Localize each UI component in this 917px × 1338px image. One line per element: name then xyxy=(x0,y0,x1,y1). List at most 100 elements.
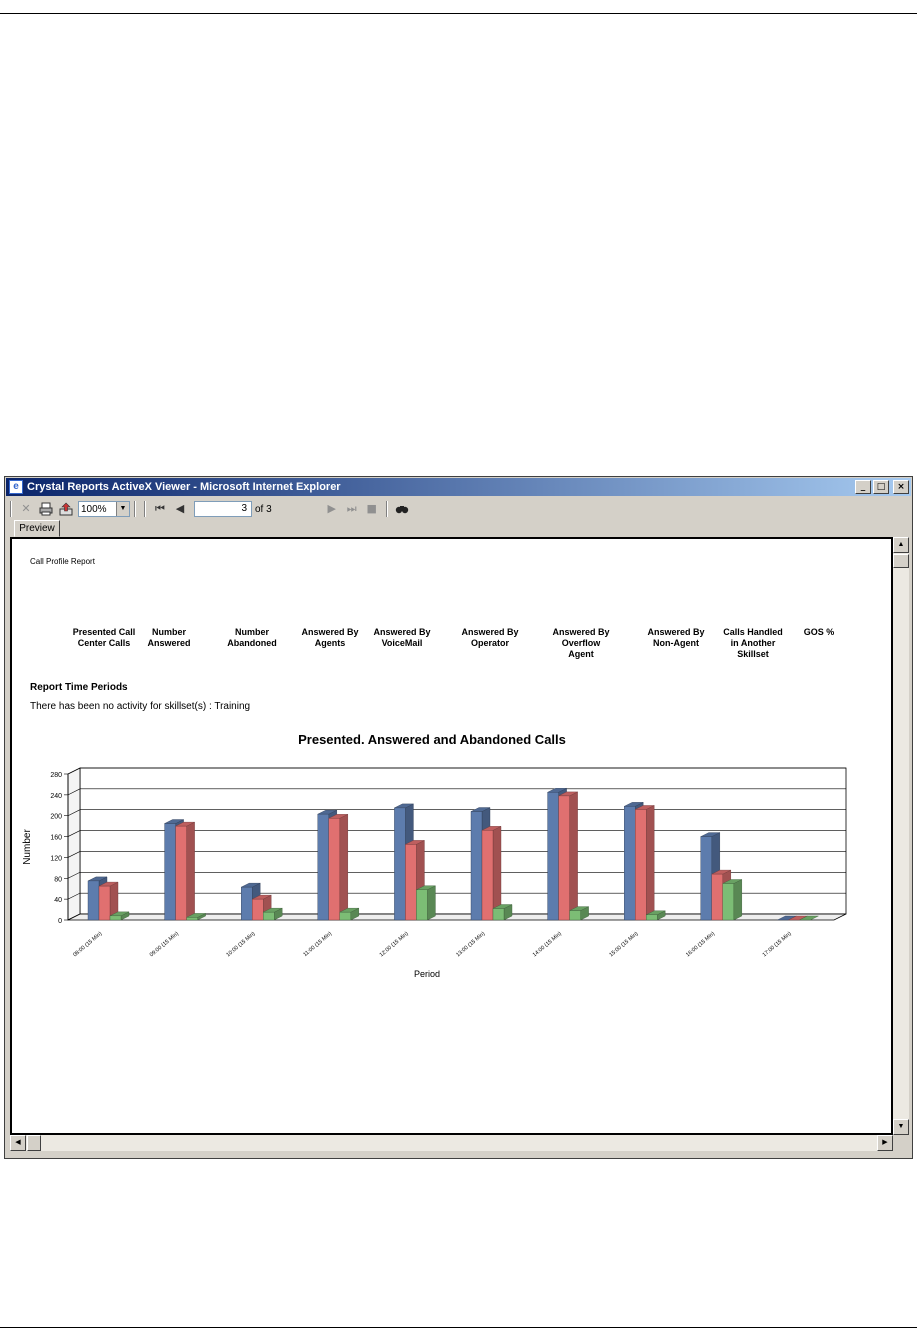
window-title: Crystal Reports ActiveX Viewer - Microso… xyxy=(27,481,341,493)
bar-side xyxy=(569,791,578,921)
scroll-down-button[interactable]: ▼ xyxy=(893,1119,909,1135)
y-gridline xyxy=(67,767,846,775)
y-gridline xyxy=(67,830,846,837)
column-header-gos: GOS % xyxy=(803,627,835,637)
next-page-icon[interactable]: ▶ xyxy=(327,502,336,515)
bar xyxy=(470,811,483,921)
column-header-other-skillset: Calls Handled in Another Skillset xyxy=(723,627,783,659)
bar xyxy=(635,809,647,921)
y-tick-label: 40 xyxy=(54,897,62,904)
tab-preview[interactable]: Preview xyxy=(14,520,60,537)
scroll-up-button[interactable]: ▲ xyxy=(893,537,909,553)
horizontal-scrollbar[interactable]: ◀ ▶ xyxy=(10,1135,893,1151)
report-viewport: Call Profile Report Presented Call Center… xyxy=(10,537,893,1135)
bar-side xyxy=(646,805,655,921)
zoom-select[interactable]: 100% ▼ xyxy=(78,501,130,517)
vertical-scrollbar[interactable]: ▲ ▼ xyxy=(893,537,909,1135)
y-gridline xyxy=(67,871,846,879)
viewer-toolbar: ✕ 100% ▼ ⏮ ◀ 3 of 3 ▶ ⏭ ■ xyxy=(6,498,911,520)
first-page-icon[interactable]: ⏮ xyxy=(155,502,165,515)
chart-side-wall xyxy=(67,767,81,921)
column-header-presented: Presented Call Center Calls xyxy=(72,627,136,648)
toolbar-separator xyxy=(385,501,388,517)
bar xyxy=(547,792,559,921)
x-tick-label: 14:00 (15 Min) xyxy=(532,931,563,958)
bar xyxy=(394,807,406,921)
bar xyxy=(416,889,428,921)
y-tick-label: 280 xyxy=(50,772,62,779)
y-tick-label: 0 xyxy=(58,918,62,925)
zoom-value: 100% xyxy=(81,503,107,515)
x-tick-label: 16:00 (15 Min) xyxy=(685,931,716,958)
close-report-icon[interactable]: ✕ xyxy=(21,502,31,515)
bar xyxy=(328,818,340,921)
bar xyxy=(711,873,723,921)
x-tick-label: 13:00 (15 Min) xyxy=(455,931,486,958)
y-axis-label: Number xyxy=(22,829,33,865)
minimize-button[interactable]: _ xyxy=(855,480,871,494)
bar xyxy=(492,908,505,921)
chart-title: Presented. Answered and Abandoned Calls xyxy=(298,732,566,747)
bar xyxy=(87,880,100,921)
y-gridline xyxy=(67,809,846,816)
bar xyxy=(186,917,198,921)
maximize-button[interactable]: □ xyxy=(873,480,889,494)
x-tick-label: 12:00 (15 Min) xyxy=(379,931,410,958)
tab-strip: Preview xyxy=(6,520,911,537)
toolbar-separator xyxy=(134,501,136,517)
y-tick-label: 200 xyxy=(50,814,62,821)
export-icon[interactable] xyxy=(58,501,74,517)
y-tick-label: 80 xyxy=(54,876,62,883)
bar-side xyxy=(186,821,195,921)
x-axis-label: Period xyxy=(414,969,440,979)
y-gridline xyxy=(67,892,846,900)
print-icon[interactable] xyxy=(38,501,54,517)
close-button[interactable]: × xyxy=(893,480,909,494)
chevron-down-icon[interactable]: ▼ xyxy=(116,502,129,516)
prev-page-icon[interactable]: ◀ xyxy=(175,502,185,515)
bar xyxy=(251,898,264,921)
x-tick-label: 17:00 (15 Min) xyxy=(762,931,793,958)
bar-side xyxy=(339,813,348,921)
y-tick-label: 240 xyxy=(50,793,62,800)
stop-icon[interactable]: ■ xyxy=(366,502,377,515)
x-tick-label: 10:00 (15 Min) xyxy=(225,931,256,958)
scroll-right-button[interactable]: ▶ xyxy=(877,1135,893,1151)
bar xyxy=(700,836,712,921)
report-title: Call Profile Report xyxy=(30,557,95,566)
bar xyxy=(558,795,570,921)
bar xyxy=(624,806,636,921)
column-header-abandoned: Number Abandoned xyxy=(227,627,277,648)
section-title: Report Time Periods xyxy=(30,682,128,693)
x-tick-label: 09:00 (15 Min) xyxy=(149,931,180,958)
column-header-voicemail: Answered By VoiceMail xyxy=(373,627,431,648)
y-gridline xyxy=(67,851,846,858)
ie-page-icon: e xyxy=(9,480,23,494)
column-header-operator: Answered By Operator xyxy=(461,627,519,648)
bar xyxy=(569,910,581,921)
bar-side xyxy=(733,879,742,921)
bar xyxy=(109,915,122,921)
toolbar-separator xyxy=(10,501,12,517)
y-tick-label: 120 xyxy=(50,855,62,862)
bar xyxy=(317,813,329,921)
vertical-scroll-thumb[interactable] xyxy=(893,554,909,568)
bar xyxy=(164,823,176,921)
no-activity-message: There has been no activity for skillset(… xyxy=(30,701,251,712)
bar xyxy=(240,886,253,921)
bar xyxy=(98,885,111,921)
search-icon[interactable] xyxy=(394,501,410,517)
bar-side xyxy=(427,885,436,921)
last-page-icon[interactable]: ⏭ xyxy=(346,502,357,515)
column-header-overflow: Answered By Overflow Agent xyxy=(552,627,610,659)
horizontal-scroll-thumb[interactable] xyxy=(27,1135,41,1151)
column-header-agents: Answered By Agents xyxy=(301,627,359,648)
bar-top xyxy=(799,915,819,921)
bar-chart: Presented. Answered and Abandoned Calls 0… xyxy=(22,732,847,979)
bar xyxy=(262,911,275,921)
scroll-left-button[interactable]: ◀ xyxy=(10,1135,26,1151)
x-tick-label: 11:00 (15 Min) xyxy=(302,931,333,958)
y-gridline xyxy=(67,788,846,796)
page-number-input[interactable]: 3 xyxy=(194,501,252,517)
title-bar[interactable]: e Crystal Reports ActiveX Viewer - Micro… xyxy=(6,478,911,496)
